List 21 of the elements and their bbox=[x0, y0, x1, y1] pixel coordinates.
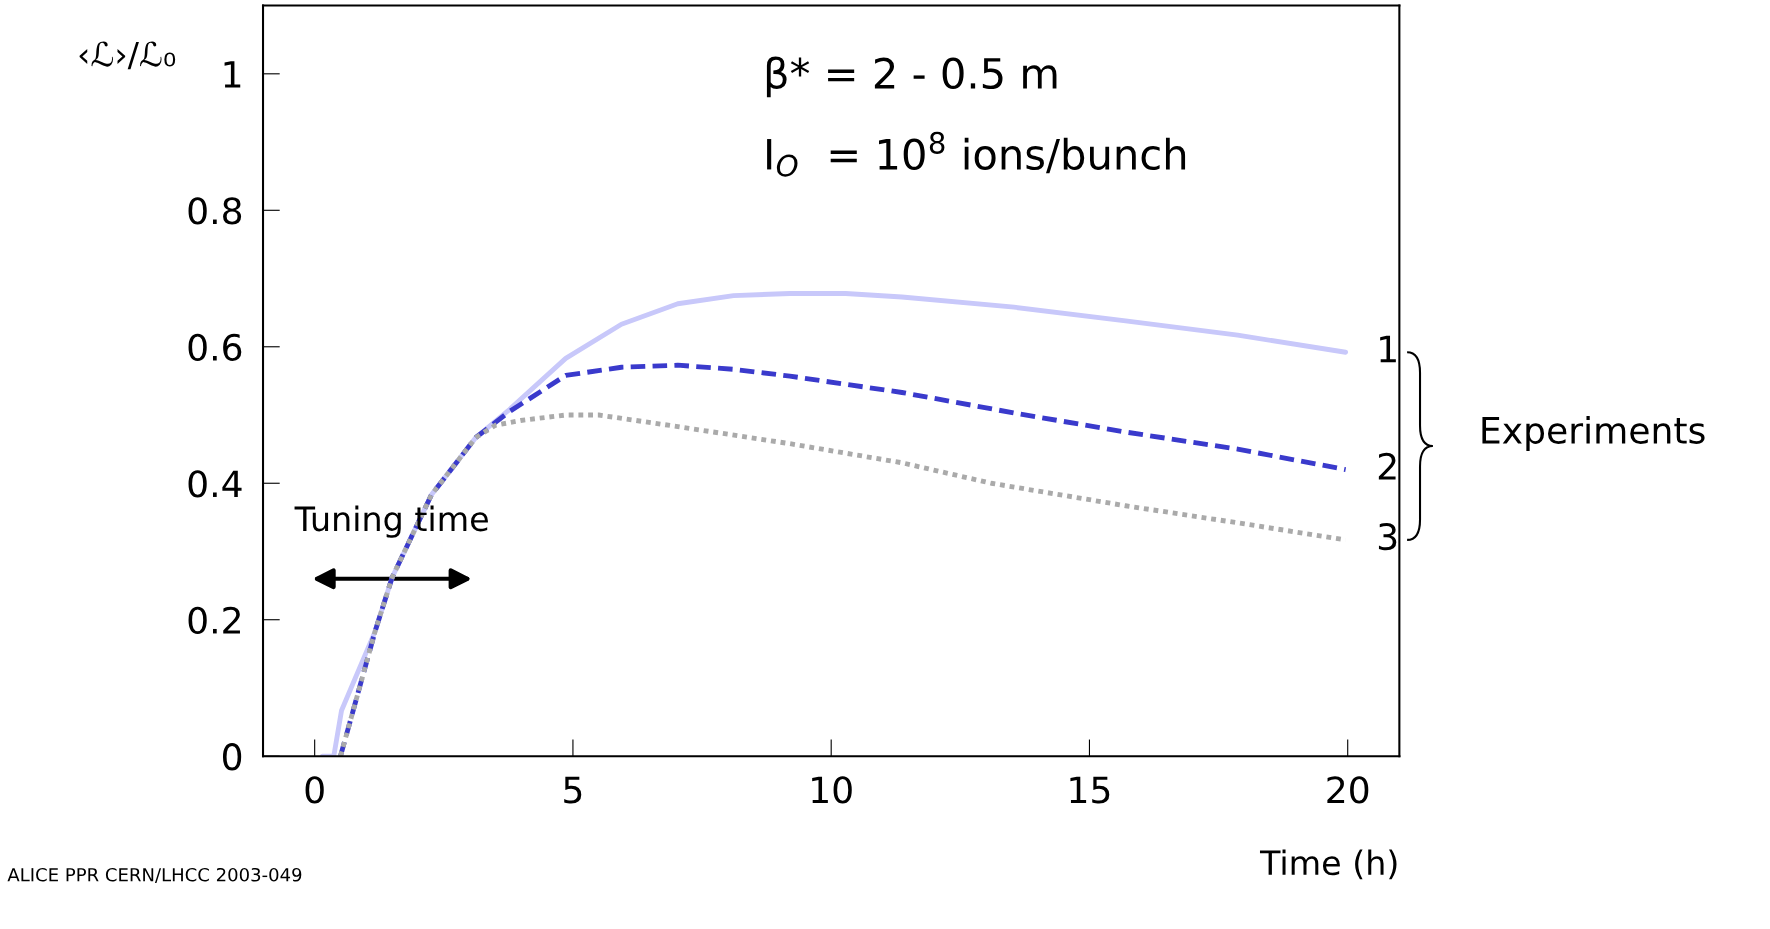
x-tick-label: 20 bbox=[1327, 776, 1369, 804]
y-tick-label: 0.4 bbox=[188, 470, 242, 498]
y-tick-label: 1 bbox=[224, 61, 241, 88]
y-tick-label: 0.8 bbox=[188, 197, 242, 225]
x-tick-label: 10 bbox=[812, 776, 852, 804]
series-label: 1 bbox=[1380, 335, 1396, 363]
y-axis-title: ‹ℒ›/ℒ₀ bbox=[79, 41, 176, 70]
x-tick-label: 0 bbox=[305, 776, 324, 804]
text: ALICE PPR CERN/LHCC 2003-049 bbox=[7, 867, 302, 883]
x-axis-title: Time (h) bbox=[1259, 849, 1397, 880]
x-tick-label: 15 bbox=[1070, 776, 1110, 804]
annotation: I$_{O}$ = 10$^{8}$ ions/bunch bbox=[767, 131, 1186, 177]
annotation: β* = 2 - 0.5 m bbox=[766, 56, 1057, 98]
x-tick-label: 5 bbox=[564, 776, 582, 804]
series-label: 2 bbox=[1378, 452, 1396, 480]
text: Experiments bbox=[1482, 415, 1705, 451]
y-tick-label: 0.2 bbox=[188, 606, 240, 634]
series-label: 3 bbox=[1378, 523, 1397, 551]
y-tick-label: 0 bbox=[222, 743, 242, 771]
annotation: Tuning time bbox=[294, 505, 488, 538]
y-tick-label: 0.6 bbox=[188, 333, 242, 361]
